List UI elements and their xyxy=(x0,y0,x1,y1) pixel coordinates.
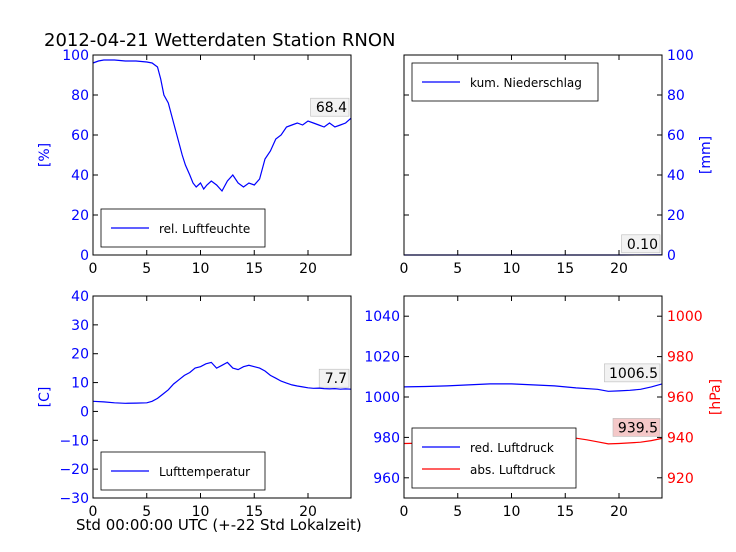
y-tick-label-right: 100 xyxy=(667,48,694,64)
value-annotation-box xyxy=(604,363,661,383)
axes-frame-humidity xyxy=(92,54,352,256)
value-annotation-2-box xyxy=(612,418,661,437)
axes-frame-precipitation xyxy=(403,54,663,256)
y2-tick-label: 960 xyxy=(667,390,694,406)
y-axis-label: [mm] xyxy=(698,136,714,174)
page-title: 2012-04-21 Wetterdaten Station RNON xyxy=(44,30,396,51)
y-tick-label: 960 xyxy=(373,471,400,487)
y2-axis-label: [hPa] xyxy=(708,379,724,415)
y-tick-label: 60 xyxy=(71,128,89,144)
y-tick-label: 40 xyxy=(71,168,89,184)
legend-label: Lufttemperatur xyxy=(159,465,250,479)
x-tick-label: 5 xyxy=(142,261,151,277)
legend-temperature: Lufttemperatur xyxy=(100,451,266,491)
series-line-temperature-0 xyxy=(92,361,352,404)
y2-tick-label: 1000 xyxy=(667,309,703,325)
y-tick-label: −10 xyxy=(59,433,89,449)
y-axis-label: [C] xyxy=(37,387,53,408)
value-annotation-box xyxy=(621,234,661,254)
y-tick-label-right: 60 xyxy=(667,128,685,144)
y-tick-label-right: 20 xyxy=(667,208,685,224)
value-annotation: 0.10 xyxy=(627,237,658,253)
y-tick-label: 20 xyxy=(71,208,89,224)
x-tick-label: 15 xyxy=(556,261,574,277)
value-annotation: 1006.5 xyxy=(609,366,658,382)
y-tick-label: 40 xyxy=(71,289,89,305)
legend-humidity: rel. Luftfeuchte xyxy=(100,208,266,248)
x-tick-label: 0 xyxy=(89,504,98,520)
x-tick-label: 20 xyxy=(299,261,317,277)
x-tick-label: 10 xyxy=(503,504,521,520)
x-tick-label: 0 xyxy=(400,504,409,520)
x-tick-label: 5 xyxy=(453,261,462,277)
y-tick-label: 100 xyxy=(62,48,89,64)
y2-tick-label: 940 xyxy=(667,430,694,446)
value-annotation: 68.4 xyxy=(316,100,347,116)
x-tick-label: 15 xyxy=(556,504,574,520)
value-annotation-box xyxy=(318,368,350,388)
legend-label: rel. Luftfeuchte xyxy=(159,222,250,236)
y-tick-label-right: 0 xyxy=(667,248,676,264)
x-tick-label: 15 xyxy=(245,261,263,277)
y-tick-label: 1000 xyxy=(364,390,400,406)
panel-temperature: 0 5 10 15 20 −30 −20 −10 0 10 20 30 40 [C] 7.7 Lufttemp… xyxy=(37,289,352,520)
y-tick-label: 1020 xyxy=(364,350,400,366)
x-tick-label: 0 xyxy=(400,261,409,277)
legend-label: kum. Niederschlag xyxy=(470,76,582,90)
legend-box xyxy=(411,427,577,489)
x-tick-label: 10 xyxy=(192,504,210,520)
y-tick-label: 30 xyxy=(71,318,89,334)
y2-tick-label: 920 xyxy=(667,471,694,487)
y-tick-label: −20 xyxy=(59,462,89,478)
series-line-pressure-0 xyxy=(403,383,663,392)
x-tick-label: 20 xyxy=(610,504,628,520)
legend-label: red. Luftdruck xyxy=(470,441,554,455)
panel-pressure: 0 5 10 15 20 960 980 1000 1020 1040 920 940 960 980 10… xyxy=(364,295,724,520)
value-annotation: 7.7 xyxy=(325,371,347,387)
y-tick-label: 0 xyxy=(80,404,89,420)
x-tick-label: 15 xyxy=(245,504,263,520)
value-annotation-2: 939.5 xyxy=(618,420,658,436)
panel-humidity: 0 5 10 15 20 0 20 40 60 80 100 [%] 68.4 rel. Luftfeuc… xyxy=(37,48,352,277)
x-tick-label: 20 xyxy=(610,261,628,277)
y-tick-label: 980 xyxy=(373,430,400,446)
value-annotation-box xyxy=(310,97,350,117)
x-tick-label: 0 xyxy=(89,261,98,277)
y2-tick-label: 980 xyxy=(667,350,694,366)
legend-precipitation: kum. Niederschlag xyxy=(411,62,599,102)
x-tick-label: 10 xyxy=(192,261,210,277)
axes-frame-temperature xyxy=(92,295,352,499)
y-tick-label: 0 xyxy=(80,248,89,264)
y-tick-label: 10 xyxy=(71,376,89,392)
y-tick-label: 80 xyxy=(71,88,89,104)
legend-label: abs. Luftdruck xyxy=(470,463,555,477)
x-axis-caption: Std 00:00:00 UTC (+-22 Std Lokalzeit) xyxy=(76,516,362,534)
y-axis-label: [%] xyxy=(37,143,53,167)
x-tick-label: 20 xyxy=(299,504,317,520)
panel-precipitation: 0 5 10 15 20 0 20 40 60 80 100 [mm] 0.10 kum. Nieders… xyxy=(400,48,714,277)
y-tick-label-right: 80 xyxy=(667,88,685,104)
legend-pressure: red. Luftdruck abs. Luftdruck xyxy=(411,427,577,489)
legend-box xyxy=(100,451,266,491)
x-tick-label: 5 xyxy=(142,504,151,520)
x-tick-label: 10 xyxy=(503,261,521,277)
x-tick-label: 5 xyxy=(453,504,462,520)
y-tick-label: −30 xyxy=(59,491,89,507)
series-line-humidity-0 xyxy=(92,59,352,193)
y-tick-label: 1040 xyxy=(364,309,400,325)
y-tick-label-right: 40 xyxy=(667,168,685,184)
y-tick-label: 20 xyxy=(71,347,89,363)
